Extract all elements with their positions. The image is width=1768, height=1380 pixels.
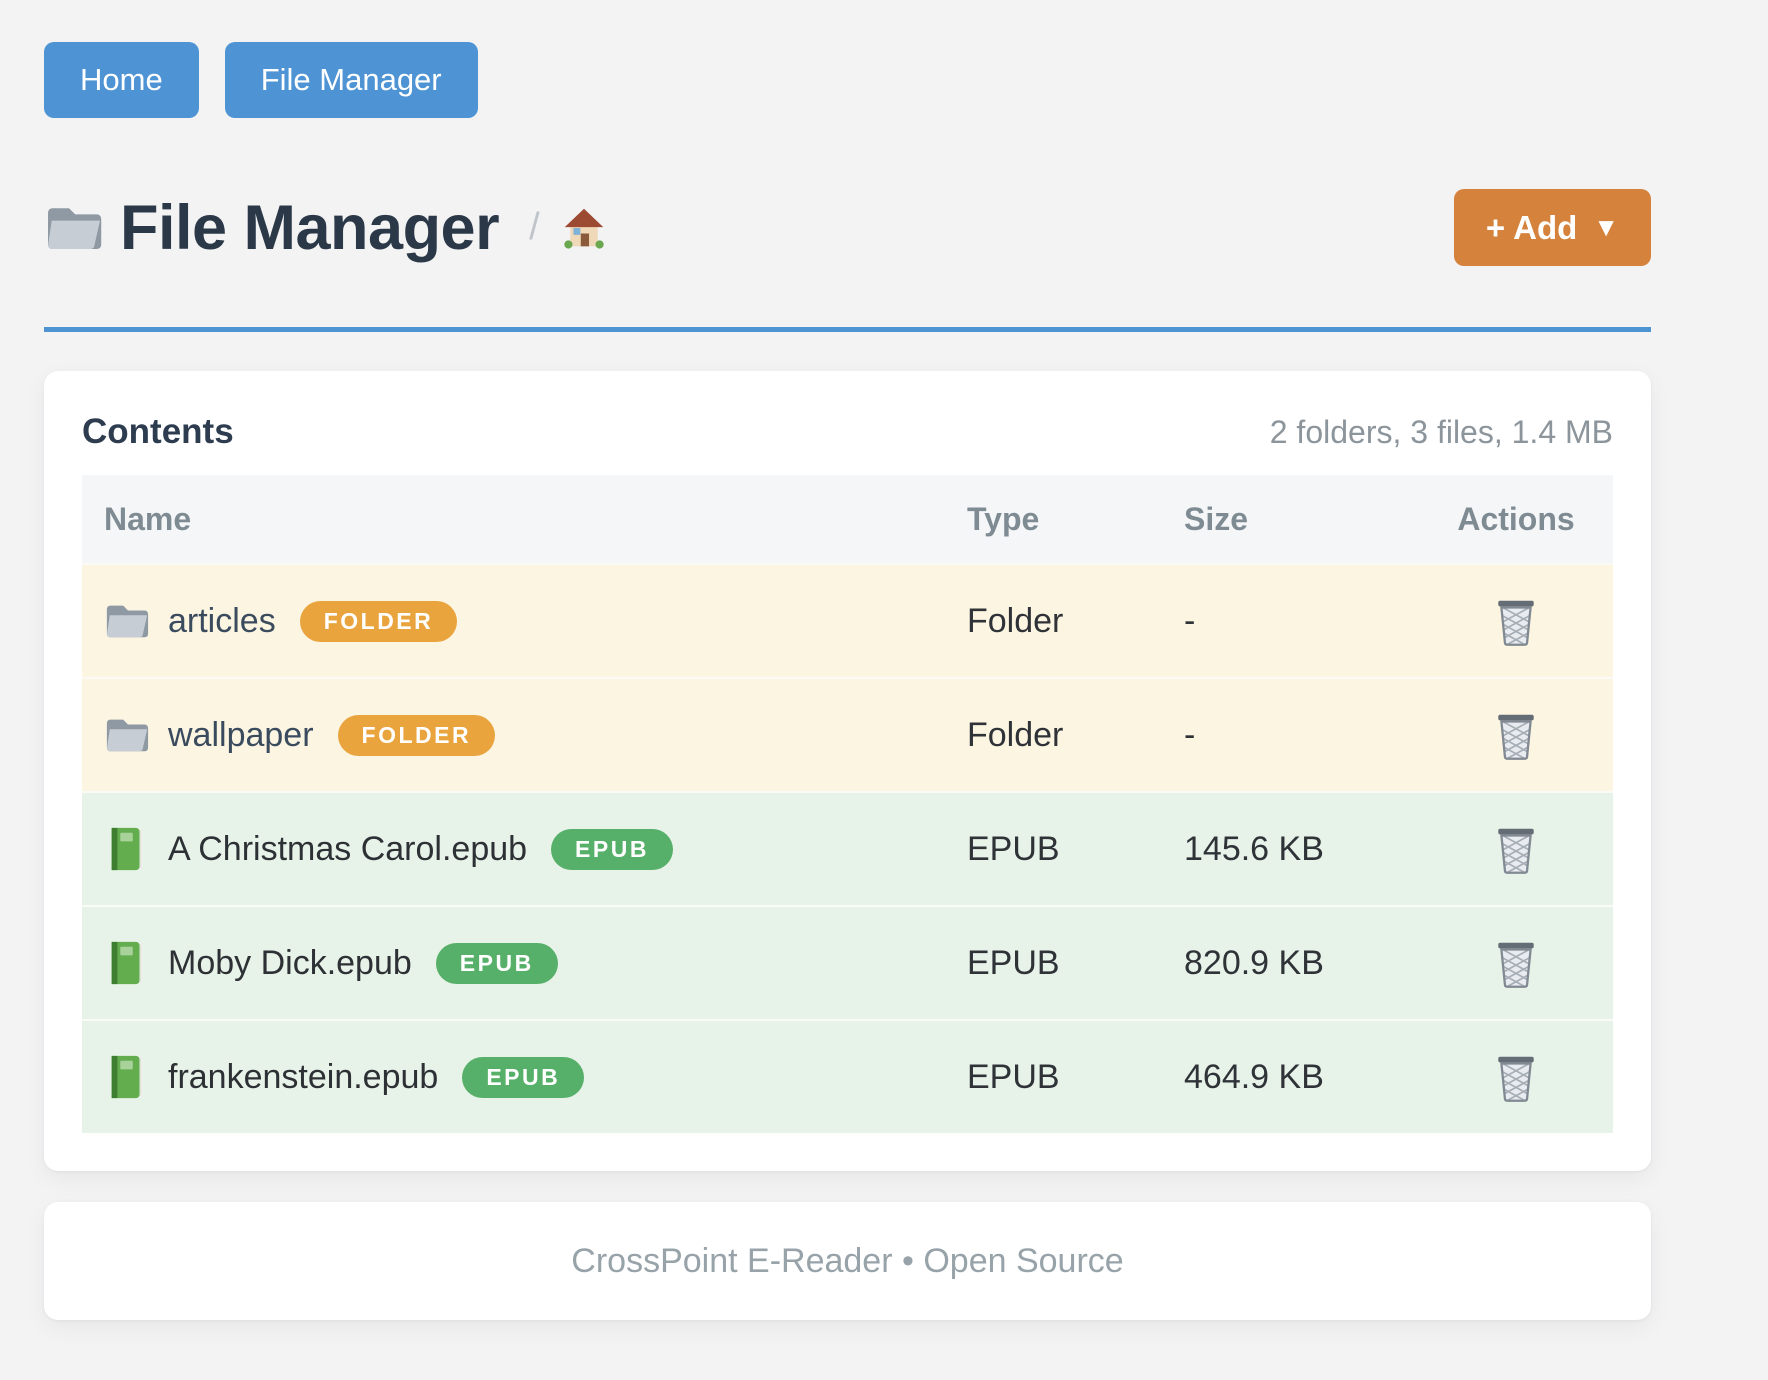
folder-icon <box>104 712 150 758</box>
caret-down-icon: ▼ <box>1593 212 1619 242</box>
row-name-label[interactable]: A Christmas Carol.epub <box>168 829 528 868</box>
contents-card-header: Contents 2 folders, 3 files, 1.4 MB <box>82 409 1613 455</box>
green-book-icon <box>104 826 150 872</box>
add-button-label: + Add <box>1485 208 1578 246</box>
column-header-type: Type <box>967 500 1040 537</box>
footer-text: CrossPoint E-Reader • Open Source <box>571 1241 1124 1280</box>
delete-button[interactable] <box>1493 938 1539 988</box>
delete-button[interactable] <box>1493 596 1539 646</box>
folder-icon <box>104 598 150 644</box>
top-nav: Home File Manager <box>44 0 1651 118</box>
name-cell: articles FOLDER <box>82 598 967 644</box>
table-body: articles FOLDER Folder - wallpaper FOLDE… <box>82 563 1613 1133</box>
breadcrumb-separator: / <box>529 206 540 248</box>
row-size: 145.6 KB <box>1184 829 1324 868</box>
row-badge: EPUB <box>462 1056 585 1098</box>
name-cell: frankenstein.epub EPUB <box>82 1054 967 1100</box>
home-icon[interactable] <box>562 206 606 250</box>
trash-icon <box>1493 1052 1539 1102</box>
file-manager-button[interactable]: File Manager <box>224 42 478 118</box>
folder-icon <box>44 202 104 254</box>
row-badge: EPUB <box>435 942 558 984</box>
row-name-label[interactable]: articles <box>168 601 276 640</box>
row-name-label[interactable]: wallpaper <box>168 715 314 754</box>
row-name-label[interactable]: Moby Dick.epub <box>168 943 412 982</box>
add-button[interactable]: + Add ▼ <box>1453 189 1651 266</box>
name-cell: Moby Dick.epub EPUB <box>82 940 967 986</box>
actions-cell <box>1419 596 1613 646</box>
delete-button[interactable] <box>1493 1052 1539 1102</box>
column-header-name: Name <box>104 500 192 537</box>
name-cell: A Christmas Carol.epub EPUB <box>82 826 967 872</box>
table-row[interactable]: wallpaper FOLDER Folder - <box>82 677 1613 791</box>
row-type: Folder <box>967 601 1064 640</box>
trash-icon <box>1493 938 1539 988</box>
column-header-size: Size <box>1184 500 1249 537</box>
actions-cell <box>1419 824 1613 874</box>
row-badge: FOLDER <box>299 600 458 642</box>
title-group: File Manager / <box>44 192 606 264</box>
contents-summary: 2 folders, 3 files, 1.4 MB <box>1269 413 1613 450</box>
row-size: - <box>1184 715 1196 754</box>
name-cell: wallpaper FOLDER <box>82 712 967 758</box>
row-type: EPUB <box>967 943 1060 982</box>
row-type: EPUB <box>967 829 1060 868</box>
table-row[interactable]: Moby Dick.epub EPUB EPUB 820.9 KB <box>82 905 1613 1019</box>
file-table: Name Type Size Actions articles FOLDER F… <box>82 475 1613 1133</box>
table-row[interactable]: articles FOLDER Folder - <box>82 563 1613 677</box>
home-button[interactable]: Home <box>44 42 199 118</box>
row-size: - <box>1184 601 1196 640</box>
row-type: EPUB <box>967 1057 1060 1096</box>
row-badge: FOLDER <box>337 714 496 756</box>
actions-cell <box>1419 710 1613 760</box>
row-size: 464.9 KB <box>1184 1057 1324 1096</box>
trash-icon <box>1493 596 1539 646</box>
delete-button[interactable] <box>1493 824 1539 874</box>
page-header: File Manager / + Add ▼ <box>44 189 1651 266</box>
row-badge: EPUB <box>551 828 673 870</box>
green-book-icon <box>104 940 150 986</box>
contents-card: Contents 2 folders, 3 files, 1.4 MB Name… <box>44 371 1651 1171</box>
actions-cell <box>1419 1052 1613 1102</box>
trash-icon <box>1493 710 1539 760</box>
column-header-actions: Actions <box>1457 500 1575 537</box>
table-row[interactable]: frankenstein.epub EPUB EPUB 464.9 KB <box>82 1019 1613 1133</box>
table-row[interactable]: A Christmas Carol.epub EPUB EPUB 145.6 K… <box>82 791 1613 905</box>
delete-button[interactable] <box>1493 710 1539 760</box>
table-header-row: Name Type Size Actions <box>82 475 1613 563</box>
footer-card: CrossPoint E-Reader • Open Source <box>44 1202 1651 1320</box>
page: Home File Manager File Manager / + Add ▼… <box>44 0 1651 1320</box>
page-title: File Manager <box>120 192 500 263</box>
actions-cell <box>1419 938 1613 988</box>
header-divider <box>44 327 1651 332</box>
row-name-label[interactable]: frankenstein.epub <box>168 1057 439 1096</box>
row-size: 820.9 KB <box>1184 943 1324 982</box>
contents-heading: Contents <box>82 412 234 451</box>
row-type: Folder <box>967 715 1064 754</box>
trash-icon <box>1493 824 1539 874</box>
green-book-icon <box>104 1054 150 1100</box>
